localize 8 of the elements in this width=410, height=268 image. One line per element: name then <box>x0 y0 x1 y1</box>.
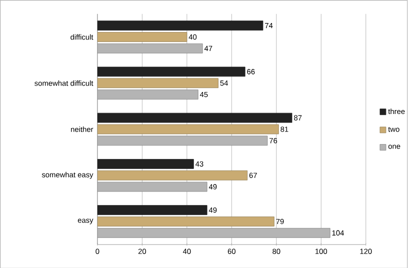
bar <box>97 170 248 180</box>
bar <box>97 89 198 100</box>
bar <box>97 78 218 88</box>
bar <box>97 228 330 238</box>
bar <box>97 216 274 226</box>
bar <box>97 32 188 42</box>
bar <box>97 43 203 54</box>
bar <box>97 124 279 134</box>
